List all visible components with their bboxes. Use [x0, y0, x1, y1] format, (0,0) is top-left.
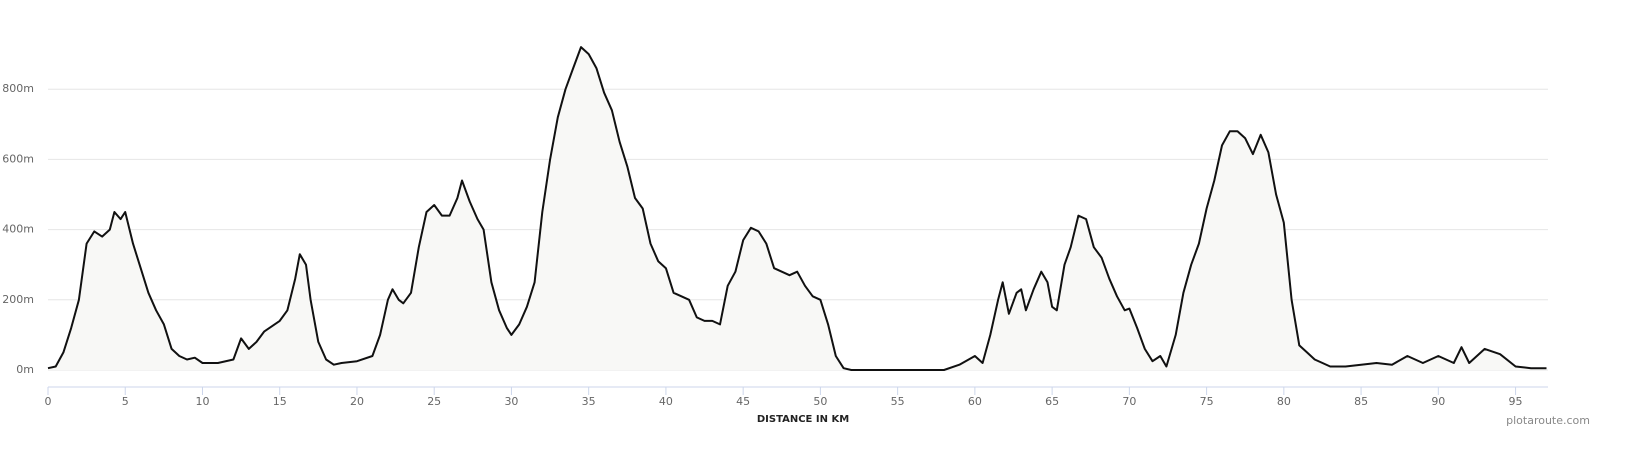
- x-tick-label: 85: [1354, 395, 1368, 408]
- x-tick-label: 55: [891, 395, 905, 408]
- x-tick-label: 5: [122, 395, 129, 408]
- x-tick-label: 0: [45, 395, 52, 408]
- x-tick-label: 70: [1122, 395, 1136, 408]
- x-axis-label: DISTANCE IN KM: [757, 414, 849, 425]
- x-tick-label: 65: [1045, 395, 1059, 408]
- y-tick-label: 400m: [2, 223, 34, 236]
- y-tick-label: 800m: [2, 82, 34, 95]
- x-tick-label: 80: [1277, 395, 1291, 408]
- x-tick-label: 15: [273, 395, 287, 408]
- x-tick-label: 75: [1200, 395, 1214, 408]
- elevation-area: [48, 47, 1547, 370]
- x-tick-label: 25: [427, 395, 441, 408]
- y-tick-label: 600m: [2, 152, 34, 165]
- x-tick-label: 90: [1431, 395, 1445, 408]
- x-tick-label: 10: [195, 395, 209, 408]
- x-tick-label: 40: [659, 395, 673, 408]
- x-tick-label: 20: [350, 395, 364, 408]
- x-tick-label: 95: [1509, 395, 1523, 408]
- x-tick-label: 30: [504, 395, 518, 408]
- elevation-line: [47, 46, 1547, 371]
- credit: plotaroute.com: [1506, 414, 1590, 427]
- x-tick-label: 35: [582, 395, 596, 408]
- x-tick-label: 60: [968, 395, 982, 408]
- x-tick-label: 50: [813, 395, 827, 408]
- y-tick-label: 0m: [16, 363, 34, 376]
- y-tick-label: 200m: [2, 293, 34, 306]
- x-tick-label: 45: [736, 395, 750, 408]
